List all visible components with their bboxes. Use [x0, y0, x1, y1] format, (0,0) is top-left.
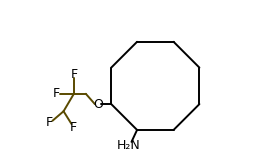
- Text: F: F: [53, 87, 60, 100]
- Text: F: F: [69, 121, 76, 134]
- Text: F: F: [70, 68, 77, 81]
- Text: F: F: [45, 116, 53, 129]
- Text: O: O: [92, 98, 102, 111]
- Text: H₂N: H₂N: [116, 139, 140, 152]
